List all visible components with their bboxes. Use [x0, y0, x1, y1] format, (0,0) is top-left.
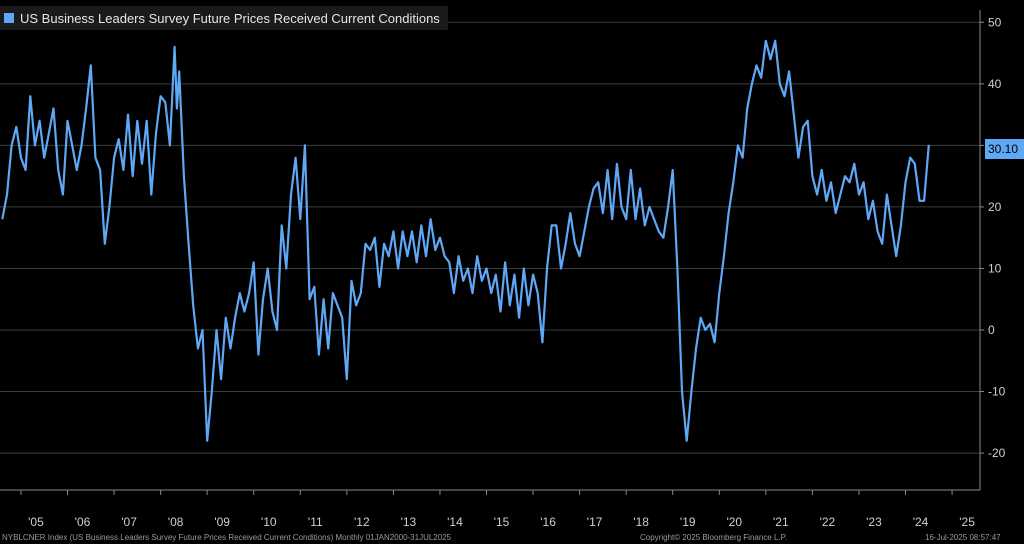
x-tick-label: '23 [866, 515, 882, 529]
x-tick-label: '20 [726, 515, 742, 529]
x-tick-label: '21 [773, 515, 789, 529]
x-tick-label: '15 [494, 515, 510, 529]
y-tick-label: 10 [988, 261, 1002, 275]
footer-timestamp: 16-Jul-2025 08:57:47 [925, 533, 1001, 542]
legend-swatch [4, 13, 14, 23]
series-line [1, 39, 930, 442]
x-tick-label: '16 [540, 515, 556, 529]
y-tick-label: 40 [988, 77, 1002, 91]
x-tick-label: '13 [401, 515, 417, 529]
x-tick-label: '05 [28, 515, 44, 529]
y-tick-label: 50 [988, 15, 1002, 29]
x-tick-label: '12 [354, 515, 370, 529]
y-tick-label: 0 [988, 323, 995, 337]
x-tick-label: '22 [820, 515, 836, 529]
x-tick-label: '07 [121, 515, 137, 529]
y-tick-label: -10 [988, 385, 1006, 399]
x-tick-label: '06 [75, 515, 91, 529]
x-tick-label: '17 [587, 515, 603, 529]
y-axis: -20-1001020304050 [0, 10, 1006, 491]
y-tick-label: -20 [988, 446, 1006, 460]
x-tick-label: '08 [168, 515, 184, 529]
legend: US Business Leaders Survey Future Prices… [0, 6, 448, 30]
footer-copyright: Copyright© 2025 Bloomberg Finance L.P. [640, 533, 788, 542]
last-value-badge: 30.10 [985, 139, 1024, 159]
x-tick-label: '11 [308, 515, 323, 529]
footer-source: NYBLCNER Index (US Business Leaders Surv… [2, 533, 452, 542]
gridlines [0, 21, 980, 454]
y-tick-label: 20 [988, 200, 1002, 214]
x-tick-label: '18 [633, 515, 649, 529]
x-axis: '05 '06 '07 '08 '09 '10 '11 '12 '13 '14 '15 '16 '17 '… [20, 490, 975, 529]
x-tick-label: '10 [261, 515, 277, 529]
legend-label: US Business Leaders Survey Future Prices… [20, 10, 440, 26]
x-tick-label: '25 [959, 515, 975, 529]
x-tick-label: '14 [447, 515, 463, 529]
x-tick-label: '24 [913, 515, 929, 529]
x-tick-label: '19 [680, 515, 696, 529]
x-tick-label: '09 [214, 515, 230, 529]
